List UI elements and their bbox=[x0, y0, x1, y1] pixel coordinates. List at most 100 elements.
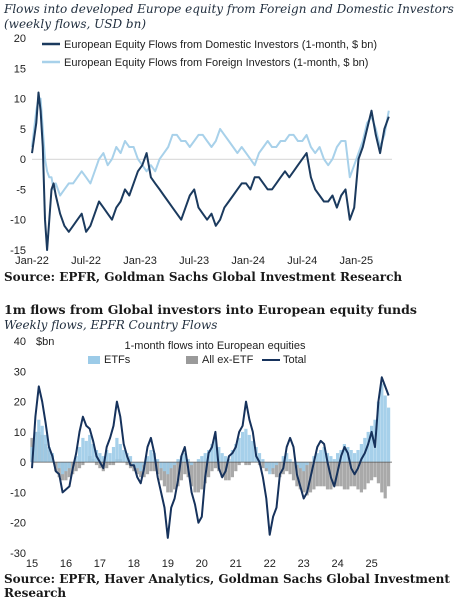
etf-bar bbox=[295, 462, 299, 466]
etf-bar bbox=[342, 444, 346, 463]
ex-etf-bar bbox=[363, 462, 367, 490]
y-tick-label: -10 bbox=[10, 215, 26, 227]
ex-etf-bar bbox=[108, 462, 112, 466]
etf-bar bbox=[196, 459, 200, 463]
etf-bar bbox=[190, 462, 194, 466]
ex-etf-bar bbox=[356, 462, 360, 490]
etf-bar bbox=[366, 431, 370, 463]
x-tick-label: Jul-22 bbox=[71, 255, 101, 267]
etf-bar bbox=[139, 462, 143, 472]
etf-bar bbox=[332, 459, 336, 463]
ex-etf-bar bbox=[183, 462, 187, 475]
etf-bar bbox=[159, 462, 163, 469]
y-axis-unit-label: $bn bbox=[36, 336, 54, 348]
ex-etf-bar bbox=[285, 462, 289, 472]
etf-bar bbox=[271, 462, 275, 469]
ex-etf-bar bbox=[162, 462, 166, 487]
etf-bar bbox=[132, 462, 136, 466]
etf-bar bbox=[210, 444, 214, 463]
etf-bar bbox=[349, 450, 353, 463]
ex-etf-bar bbox=[98, 462, 102, 469]
y-tick-label: 0 bbox=[20, 154, 26, 166]
ex-etf-bar bbox=[227, 462, 231, 481]
x-tick-label: 20 bbox=[196, 558, 208, 570]
etf-bar bbox=[322, 447, 326, 463]
etf-bar bbox=[298, 462, 302, 469]
y-tick-label: -5 bbox=[16, 184, 26, 196]
etf-bar bbox=[356, 450, 360, 463]
ex-etf-bar bbox=[291, 462, 296, 481]
ex-etf-bar bbox=[247, 462, 251, 466]
etf-bar bbox=[376, 401, 380, 463]
x-tick-label: 24 bbox=[332, 558, 344, 570]
etf-bar bbox=[302, 462, 306, 472]
bottom-chart-title: 1m flows from Global investors into Euro… bbox=[4, 302, 417, 317]
etf-bar bbox=[217, 447, 221, 463]
y-tick-label: 30 bbox=[14, 366, 26, 378]
etf-bar bbox=[315, 453, 319, 463]
y-tick-label: -30 bbox=[10, 548, 26, 560]
ex-etf-bar bbox=[196, 462, 200, 493]
etf-bar bbox=[145, 456, 150, 463]
ex-etf-bar bbox=[173, 462, 177, 490]
ex-etf-bar bbox=[373, 462, 377, 478]
x-tick-label: Jul-24 bbox=[287, 255, 317, 267]
ex-etf-bar bbox=[322, 462, 326, 487]
etf-bar bbox=[101, 456, 105, 463]
ex-etf-bar bbox=[111, 462, 116, 466]
ex-etf-bar bbox=[274, 462, 279, 478]
legend-label: European Equity Flows from Foreign Inves… bbox=[64, 57, 368, 69]
bottom-chart-source: Source: EPFR, Haver Analytics, Goldman S… bbox=[4, 572, 450, 600]
total-flows-line bbox=[31, 376, 390, 539]
ex-etf-bar bbox=[156, 462, 160, 475]
chart-inner-title: 1-month flows into European equities bbox=[125, 340, 306, 352]
y-tick-label: 10 bbox=[14, 427, 26, 439]
etf-bar bbox=[241, 431, 245, 463]
ex-etf-bar bbox=[152, 462, 156, 472]
ex-etf-bar bbox=[298, 462, 302, 490]
legend-swatch-etf bbox=[88, 356, 100, 364]
etf-bar bbox=[67, 462, 71, 469]
legend-label-total: Total bbox=[283, 354, 306, 366]
legend-label-ex-etf: All ex-ETF bbox=[202, 354, 254, 366]
y-tick-label: 15 bbox=[14, 63, 26, 75]
x-tick-label: 19 bbox=[162, 558, 174, 570]
etf-bar bbox=[186, 459, 190, 463]
etf-bar bbox=[183, 453, 187, 463]
ex-etf-bar bbox=[159, 462, 163, 481]
ex-etf-bar bbox=[383, 462, 387, 499]
etf-bar bbox=[169, 462, 173, 469]
etf-bar bbox=[264, 462, 268, 469]
ex-etf-bar bbox=[244, 462, 248, 466]
etf-bar bbox=[40, 425, 44, 463]
ex-etf-bar bbox=[387, 462, 391, 487]
global-investor-flows-chart: -30 -20 -10 0 10 20 30 40 15 16 17 18 19 20 21 22 23 24 25… bbox=[10, 336, 392, 570]
ex-etf-bar bbox=[366, 462, 370, 484]
ex-etf-bar bbox=[169, 462, 173, 493]
etf-bar bbox=[285, 453, 289, 463]
ex-etf-bar bbox=[315, 462, 319, 487]
ex-etf-bar bbox=[179, 462, 183, 481]
etf-bar bbox=[176, 459, 180, 463]
ex-etf-bar bbox=[94, 462, 99, 466]
etf-bar bbox=[363, 437, 367, 463]
ex-etf-bar bbox=[359, 462, 363, 493]
etf-bar bbox=[353, 453, 357, 463]
etf-bar bbox=[370, 425, 374, 463]
etf-bar bbox=[47, 447, 51, 463]
ex-etf-bar bbox=[77, 462, 82, 469]
etf-bar bbox=[336, 453, 340, 463]
ex-etf-bar bbox=[230, 462, 234, 478]
y-tick-label: 10 bbox=[14, 94, 26, 106]
etf-bar bbox=[387, 407, 391, 463]
domestic-foreign-flows-chart: -15 -10 -5 0 5 10 15 20 Jan-22 Jul-22 Jan-23 Jul-23… bbox=[10, 33, 392, 267]
x-tick-label: Jan-24 bbox=[231, 255, 265, 267]
bottom-chart-subtitle: Weekly flows, EPFR Country Flows bbox=[4, 318, 218, 332]
ex-etf-bar bbox=[332, 462, 336, 487]
etf-bar bbox=[88, 434, 92, 463]
ex-etf-bar bbox=[380, 462, 384, 493]
etf-bar bbox=[329, 456, 333, 463]
etf-bar bbox=[305, 462, 309, 466]
y-tick-label: 0 bbox=[20, 457, 26, 469]
ex-etf-bar bbox=[312, 462, 316, 490]
